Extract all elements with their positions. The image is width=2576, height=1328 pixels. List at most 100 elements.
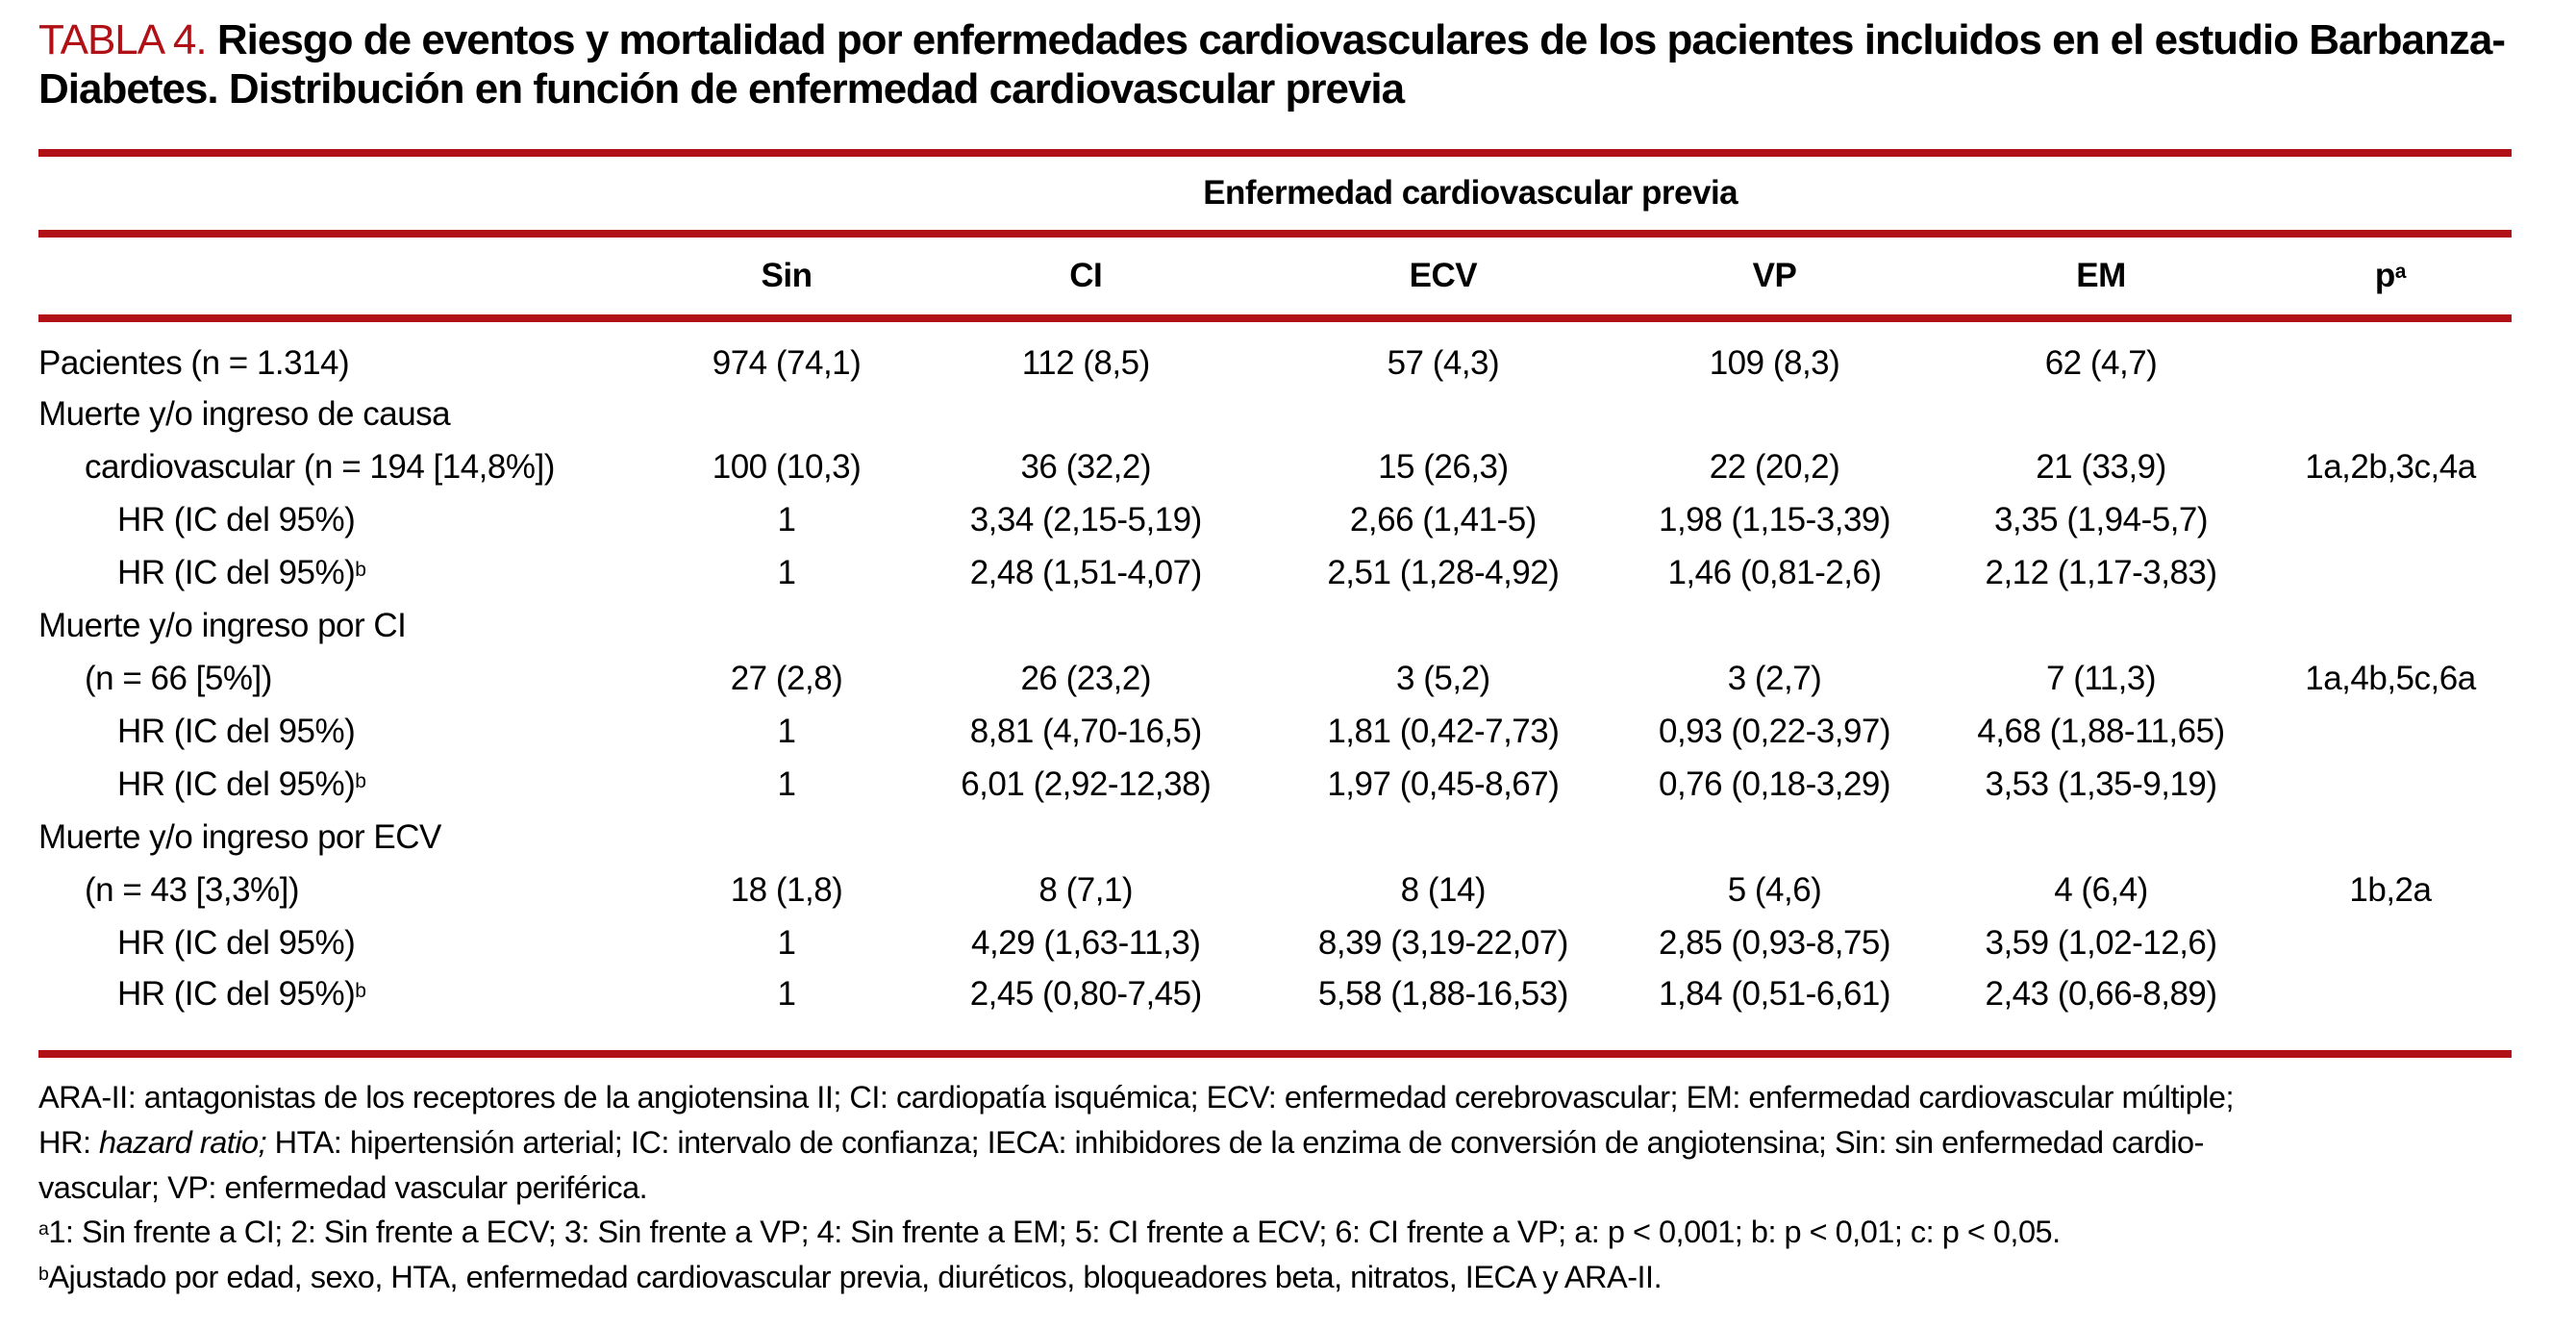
- column-header-p: pa: [2268, 233, 2512, 322]
- table-cell: 3 (5,2): [1396, 660, 1490, 698]
- table-row: HR (IC del 95%) 1 3,34 (2,15-5,19) 2,66 …: [38, 494, 2512, 547]
- table-row: HR (IC del 95%)b 1 2,45 (0,80-7,45) 5,58…: [38, 969, 2512, 1058]
- table-cell: 3,53 (1,35-9,19): [1985, 765, 2217, 804]
- table-cell: [1616, 812, 1933, 864]
- table-cell: 8,39 (3,19-22,07): [1317, 924, 1569, 963]
- table-row: HR (IC del 95%)b 1 2,48 (1,51-4,07) 2,51…: [38, 547, 2512, 600]
- table-cell: 26 (23,2): [1020, 660, 1152, 698]
- table-cell: 8 (14): [1400, 871, 1487, 910]
- table-cell: [1933, 812, 2269, 864]
- table-cell: 2,66 (1,41-5): [1349, 501, 1537, 539]
- table-cell: 1a,4b,5c,6a: [2305, 660, 2476, 698]
- footnote-a: a1: Sin frente a CI; 2: Sin frente a ECV…: [38, 1210, 2512, 1255]
- table-cell: 8,81 (4,70-16,5): [969, 713, 1203, 751]
- table-row: cardiovascular (n = 194 [14,8%]) 100 (10…: [38, 441, 2512, 494]
- row-label: HR (IC del 95%)b: [38, 969, 672, 1058]
- p-label: p: [2374, 256, 2395, 294]
- abbreviations-line-2: HR: hazard ratio; HTA: hipertensión arte…: [38, 1120, 2512, 1165]
- table-cell: 3,35 (1,94-5,7): [1993, 501, 2209, 539]
- table-cell: [1270, 388, 1616, 441]
- hazard-ratio-italic: hazard ratio;: [99, 1124, 267, 1160]
- row-label: HR (IC del 95%): [117, 924, 356, 963]
- table-cell: 57 (4,3): [1387, 344, 1500, 383]
- table-cell: [1270, 812, 1616, 864]
- table-row: Pacientes (n = 1.314) 974 (74,1) 112 (8,…: [38, 318, 2512, 388]
- table-cell: 100 (10,3): [712, 448, 862, 487]
- abbreviations-line-3: vascular; VP: enfermedad vascular perifé…: [38, 1169, 648, 1205]
- table-cell: 2,51 (1,28-4,92): [1327, 554, 1560, 592]
- table-cell: 5 (4,6): [1727, 871, 1822, 910]
- table-cell: [2269, 600, 2512, 653]
- table-title-text: Riesgo de eventos y mortalidad por enfer…: [38, 16, 2506, 113]
- table-row: Muerte y/o ingreso por CI: [38, 600, 2512, 653]
- table-cell: [2269, 318, 2512, 388]
- table-cell: [2269, 706, 2512, 759]
- table-cell: 3,59 (1,02-12,6): [1985, 924, 2217, 963]
- column-header-sin: Sin: [671, 233, 902, 322]
- table-cell: [902, 600, 1270, 653]
- table-cell: 1: [777, 713, 796, 751]
- table-cell: 1: [777, 765, 796, 804]
- table-cell: 5,58 (1,88-16,53): [1269, 969, 1616, 1058]
- table-cell: 1b,2a: [2349, 871, 2432, 910]
- paper-table-page: TABLA 4. Riesgo de eventos y mortalidad …: [38, 15, 2512, 1300]
- table-cell: 112 (8,5): [1021, 344, 1151, 383]
- row-label: HR (IC del 95%)b: [117, 765, 366, 804]
- table-cell: 1,46 (0,81-2,6): [1667, 554, 1882, 592]
- table-cell: 1: [777, 501, 796, 539]
- table-cell: 2,43 (0,66-8,89): [1933, 969, 2269, 1058]
- table-cell: [1933, 600, 2269, 653]
- journal-table: Enfermedad cardiovascular previa Sin CI …: [38, 148, 2512, 1058]
- table-cell: 1,81 (0,42-7,73): [1327, 713, 1560, 751]
- table-cell: 2,85 (0,93-8,75): [1658, 924, 1891, 963]
- row-label: (n = 66 [5%]): [85, 660, 272, 698]
- table-cell: 2,12 (1,17-3,83): [1985, 554, 2217, 592]
- table-cell: 8 (7,1): [1038, 871, 1134, 910]
- column-header-em: EM: [1933, 233, 2269, 322]
- table-cell: 1,98 (1,15-3,39): [1658, 501, 1891, 539]
- table-cell: 2,48 (1,51-4,07): [969, 554, 1203, 592]
- footnote-a-text: 1: Sin frente a CI; 2: Sin frente a ECV;…: [48, 1215, 2061, 1250]
- table-cell: [2269, 494, 2512, 547]
- table-cell: [902, 388, 1270, 441]
- table-cell: 1: [671, 969, 902, 1058]
- table-cell: 4,68 (1,88-11,65): [1977, 713, 2225, 751]
- table-cell: 1,97 (0,45-8,67): [1327, 765, 1560, 804]
- row-label: Muerte y/o ingreso de causa: [38, 395, 451, 434]
- empty-cell: [38, 152, 672, 238]
- row-label: Pacientes (n = 1.314): [38, 344, 350, 383]
- table-title: TABLA 4. Riesgo de eventos y mortalidad …: [38, 15, 2512, 114]
- table-cell: [671, 388, 901, 441]
- row-label: HR (IC del 95%)b: [117, 554, 366, 592]
- empty-cell: [2268, 152, 2512, 238]
- table-cell: 7 (11,3): [2046, 660, 2157, 698]
- table-cell: 2,45 (0,80-7,45): [901, 969, 1270, 1058]
- row-label: HR (IC del 95%): [117, 501, 356, 539]
- table-cell: 0,93 (0,22-3,97): [1658, 713, 1891, 751]
- footnote-b-marker: b: [38, 1263, 49, 1285]
- table-cell: 21 (33,9): [2036, 448, 2166, 487]
- table-cell: 4 (6,4): [2054, 871, 2148, 910]
- footnotes: ARA-II: antagonistas de los receptores d…: [38, 1075, 2512, 1300]
- table-cell: 1a,2b,3c,4a: [2305, 448, 2476, 487]
- table-cell: [2269, 812, 2512, 864]
- table-cell: 974 (74,1): [712, 344, 862, 383]
- table-cell: [902, 812, 1270, 864]
- table-row: HR (IC del 95%) 1 4,29 (1,63-11,3) 8,39 …: [38, 917, 2512, 970]
- row-label: cardiovascular (n = 194 [14,8%]): [85, 448, 555, 487]
- table-cell: [2269, 547, 2512, 600]
- table-cell: [2269, 917, 2512, 970]
- table-cell: [671, 600, 901, 653]
- table-cell: 36 (32,2): [1020, 448, 1152, 487]
- table-row: Muerte y/o ingreso de causa: [38, 388, 2512, 441]
- row-label: (n = 43 [3,3%]): [85, 871, 300, 910]
- footnote-a-marker: a: [38, 1218, 49, 1240]
- table-row: (n = 66 [5%]) 27 (2,8) 26 (23,2) 3 (5,2)…: [38, 653, 2512, 706]
- table-cell: 27 (2,8): [730, 660, 843, 698]
- row-label: Muerte y/o ingreso por ECV: [38, 818, 441, 857]
- table-cell: 1: [777, 554, 796, 592]
- table-cell: 62 (4,7): [2044, 344, 2158, 383]
- table-cell: 1,84 (0,51-6,61): [1615, 969, 1934, 1058]
- table-cell: 6,01 (2,92-12,38): [961, 765, 1212, 804]
- table-cell: [671, 812, 901, 864]
